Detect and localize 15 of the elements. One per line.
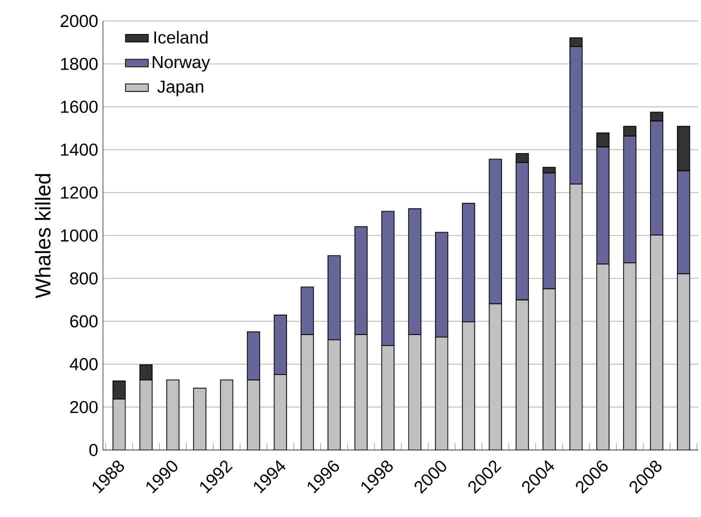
y-tick-label: 0 [89,444,98,456]
y-tick-label: 1400 [61,144,98,156]
y-tick-label: 1200 [61,186,98,199]
y-tick-label: 1800 [61,58,98,70]
y-tick-label: 2000 [60,14,98,28]
legend-label: Iceland [154,30,208,44]
y-tick-label: 200 [70,400,98,414]
y-tick-label: 1600 [61,100,98,113]
y-tick-label: 600 [70,315,98,328]
legend-label: Norway [152,56,210,72]
y-axis-title: Whales killed [34,174,51,298]
y-tick-label: 800 [70,272,98,285]
y-tick-label: 1000 [61,229,98,242]
y-tick-label: 400 [70,358,98,370]
legend-label: Japan [157,80,204,96]
